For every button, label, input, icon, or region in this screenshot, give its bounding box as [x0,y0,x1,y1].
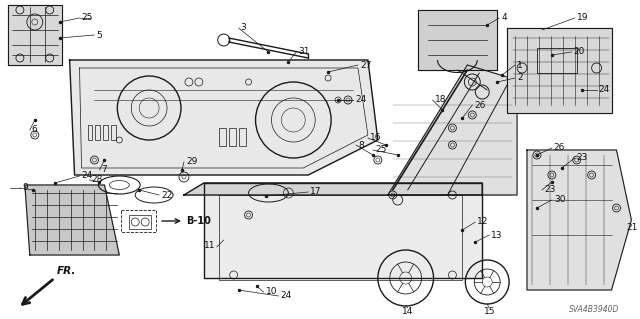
Polygon shape [25,185,119,255]
Text: 12: 12 [477,218,489,226]
Polygon shape [204,183,483,278]
Text: 13: 13 [492,231,502,240]
Text: 6: 6 [32,125,38,135]
Text: 27: 27 [360,61,371,70]
Bar [537,48,577,73]
Text: 25: 25 [81,13,93,23]
Text: 18: 18 [435,95,446,105]
Text: 31: 31 [298,48,310,56]
Text: 28: 28 [92,175,103,184]
Text: 2: 2 [517,73,523,83]
Text: 20: 20 [573,48,585,56]
Bar [95,125,100,140]
Bar [111,125,116,140]
Text: 24: 24 [81,172,93,181]
Text: 15: 15 [483,308,495,316]
Text: 26: 26 [474,100,486,109]
Text: 26: 26 [554,144,565,152]
Text: 29: 29 [186,158,197,167]
Bar [122,210,156,232]
Text: 7: 7 [101,166,107,174]
Polygon shape [70,60,378,175]
Text: 14: 14 [402,308,413,316]
Text: 22: 22 [161,190,172,199]
Text: 10: 10 [266,287,277,296]
Polygon shape [507,28,611,113]
Text: 17: 17 [310,188,322,197]
Bar [228,128,236,146]
Text: FR.: FR. [57,266,76,276]
Text: 4: 4 [501,13,507,23]
Text: 24: 24 [355,95,366,105]
Text: 23: 23 [577,153,588,162]
Bar [88,125,92,140]
Text: SVA4B3940D: SVA4B3940D [569,305,620,314]
Text: 24: 24 [598,85,610,94]
Text: 23: 23 [544,186,556,195]
Text: 3: 3 [241,24,246,33]
Bar [104,125,108,140]
Polygon shape [8,5,61,65]
Text: 9: 9 [22,183,28,192]
Polygon shape [418,10,497,70]
Text: 21: 21 [627,224,638,233]
Polygon shape [388,65,517,195]
Text: 8: 8 [358,140,364,150]
Bar [219,128,226,146]
Bar [129,215,151,229]
Polygon shape [184,183,483,195]
Text: 5: 5 [97,31,102,40]
Bar [239,128,246,146]
Text: 11: 11 [204,241,215,249]
Text: 19: 19 [577,12,588,21]
Text: B-10: B-10 [186,216,211,226]
Text: 1: 1 [517,61,523,70]
Polygon shape [527,150,632,290]
Text: 16: 16 [370,133,381,143]
Text: 25: 25 [375,145,386,154]
Text: 24: 24 [280,292,292,300]
Text: 30: 30 [554,196,565,204]
Bar [219,195,462,280]
